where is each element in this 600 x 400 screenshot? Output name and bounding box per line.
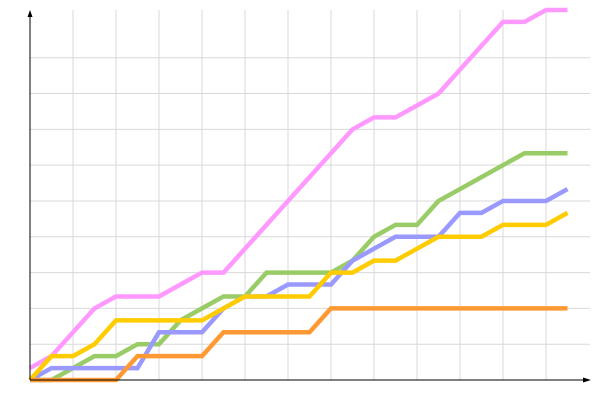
series-line-3 bbox=[28, 187, 569, 382]
y-axis-arrow bbox=[27, 10, 33, 17]
series-line-2 bbox=[30, 150, 568, 383]
series-line-5 bbox=[30, 306, 568, 383]
series-line-1 bbox=[28, 7, 568, 371]
x-axis-arrow bbox=[583, 377, 591, 383]
axes bbox=[27, 10, 591, 383]
series-lines bbox=[28, 7, 569, 383]
series-line-4 bbox=[28, 210, 569, 382]
